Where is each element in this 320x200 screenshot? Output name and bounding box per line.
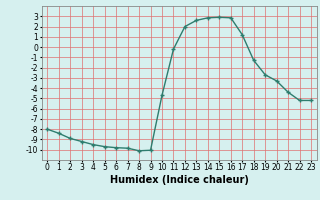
X-axis label: Humidex (Indice chaleur): Humidex (Indice chaleur) bbox=[110, 175, 249, 185]
